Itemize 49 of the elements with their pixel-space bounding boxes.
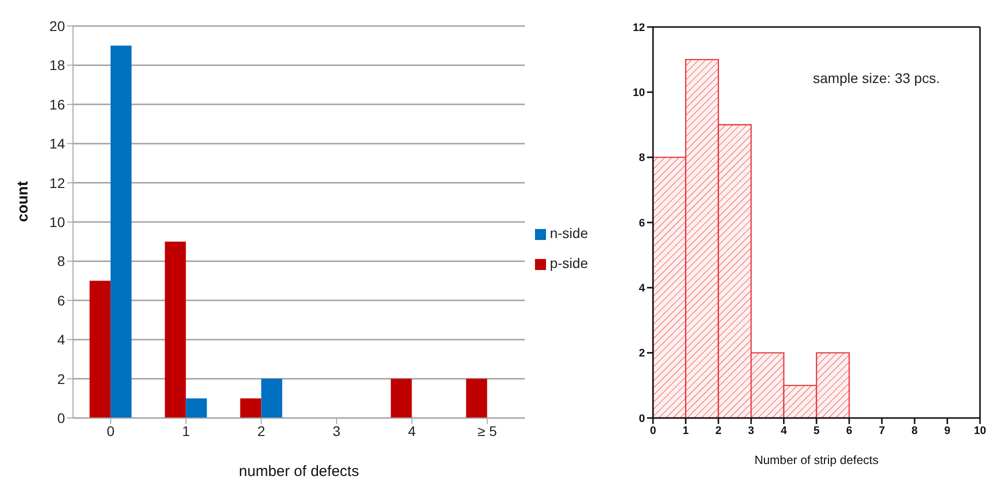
x-tick-label: 7	[878, 424, 885, 437]
y-tick-label: 0	[638, 412, 645, 425]
x-axis-title: number of defects	[238, 463, 359, 480]
x-tick-label: 4	[408, 422, 416, 439]
x-tick-label: 3	[332, 422, 341, 439]
bar	[164, 242, 186, 418]
y-tick-label: 18	[49, 57, 66, 74]
y-tick-label: 2	[638, 348, 645, 360]
y-tick-label: 10	[632, 87, 645, 100]
x-tick-label: 10	[974, 424, 986, 437]
x-tick-label: 1	[682, 424, 689, 437]
bar	[110, 46, 132, 418]
x-tick-label: ≥ 5	[478, 422, 498, 439]
bar	[466, 378, 488, 418]
x-tick-label: 0	[650, 424, 656, 437]
x-tick-label: 9	[944, 424, 950, 437]
y-tick-label: 8	[57, 253, 66, 270]
y-tick-label: 8	[638, 152, 645, 164]
legend-label: p-side	[550, 255, 588, 271]
y-tick-label: 6	[57, 292, 66, 308]
y-tick-label: 20	[49, 18, 66, 34]
legend-label: n-side	[550, 225, 588, 241]
y-axis-title: count	[14, 181, 32, 222]
y-tick-label: 4	[57, 332, 66, 348]
y-tick-label: 0	[57, 410, 66, 426]
x-tick-label: 1	[182, 422, 190, 439]
x-tick-label: 2	[257, 422, 266, 439]
y-tick-label: 14	[49, 136, 66, 152]
x-tick-label: 6	[846, 424, 852, 437]
y-tick-label: 10	[49, 214, 66, 230]
y-tick-label: 6	[638, 217, 645, 230]
y-tick-label: 12	[49, 174, 66, 191]
bar	[90, 280, 111, 418]
x-tick-label: 4	[780, 424, 788, 437]
bar	[261, 378, 282, 418]
bar	[240, 398, 262, 418]
x-tick-label: 5	[813, 424, 820, 437]
x-tick-label: 8	[912, 424, 918, 437]
annotation: sample size: 33 pcs.	[813, 70, 940, 86]
bar	[186, 398, 207, 418]
y-tick-label: 16	[49, 96, 66, 112]
y-tick-label: 2	[57, 370, 66, 387]
x-axis-title: Number of strip defects	[754, 453, 879, 467]
y-tick-label: 12	[632, 22, 645, 34]
x-tick-label: 3	[748, 424, 754, 437]
bar	[390, 378, 412, 418]
y-tick-label: 4	[638, 282, 646, 295]
x-tick-label: 2	[715, 424, 722, 437]
x-tick-label: 0	[106, 422, 115, 439]
